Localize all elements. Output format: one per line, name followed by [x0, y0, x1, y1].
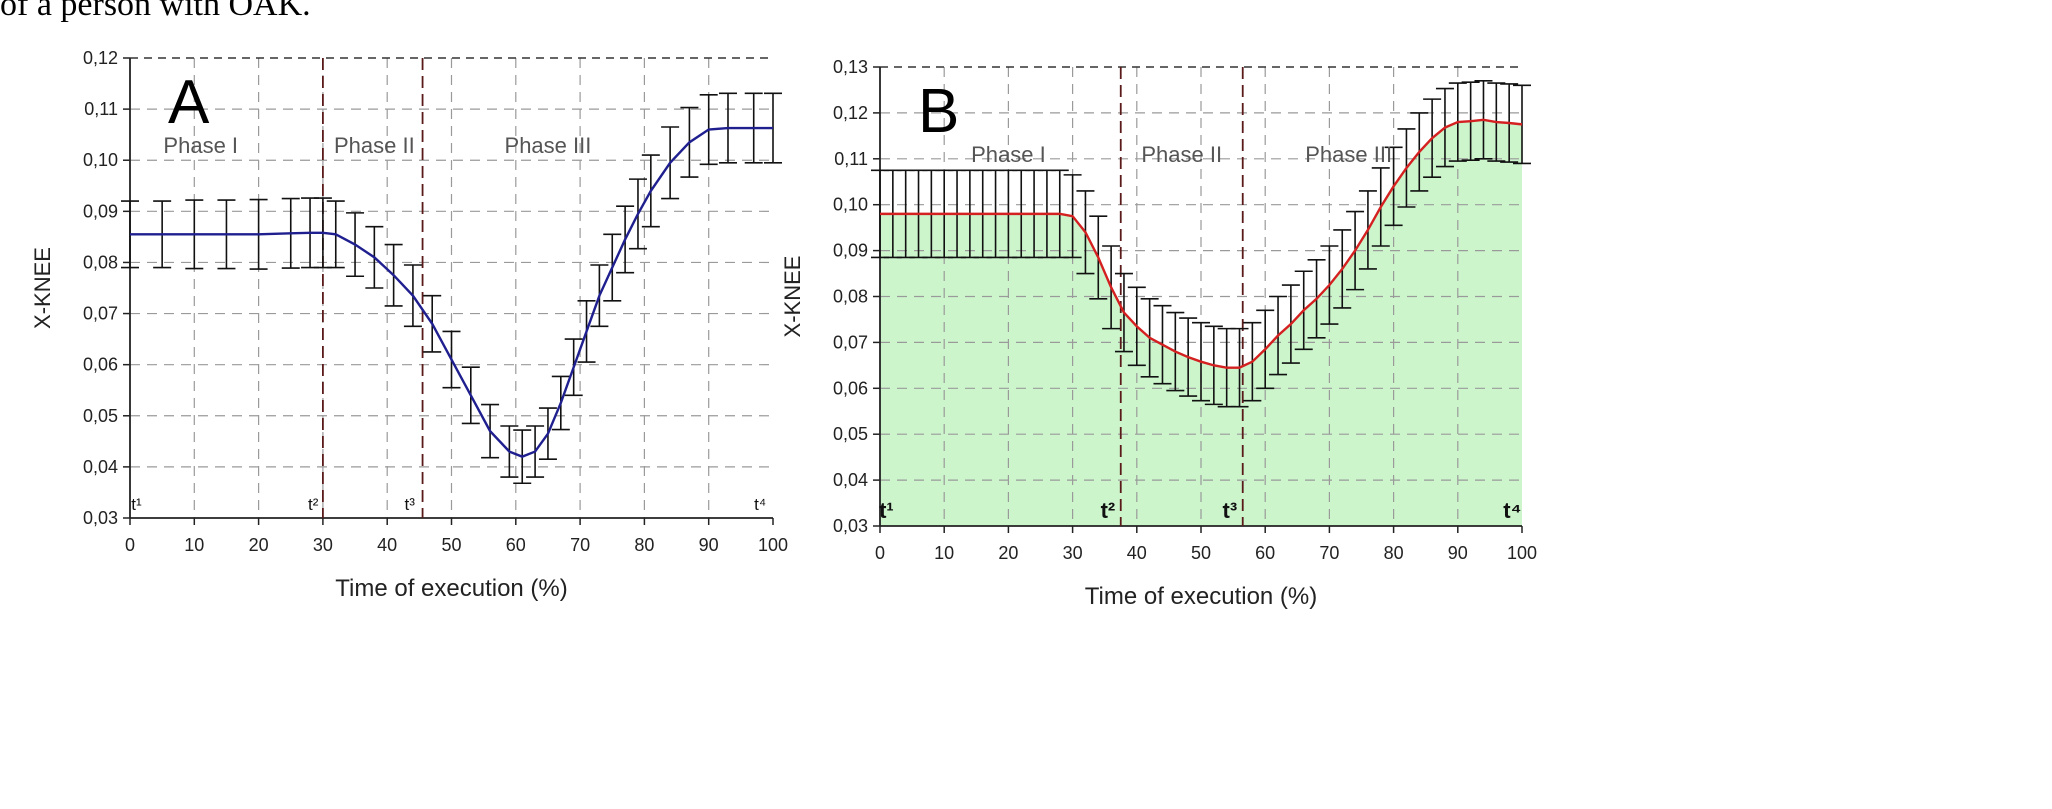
time-marker-label: t⁴ [754, 495, 766, 514]
y-axis-label: X-KNEE [780, 256, 805, 338]
panel-label: A [168, 68, 210, 137]
time-marker-label: t³ [405, 495, 416, 514]
x-tick-label: 100 [758, 535, 788, 555]
x-tick-label: 60 [506, 535, 526, 555]
panel-label: B [918, 77, 959, 146]
series-line [130, 126, 773, 458]
x-tick-label: 10 [934, 543, 954, 563]
x-tick-label: 20 [249, 535, 269, 555]
x-tick-label: 90 [1448, 543, 1468, 563]
y-tick-label: 0,06 [83, 355, 118, 375]
phase-label: Phase III [1305, 142, 1392, 167]
time-marker-label: t¹ [879, 498, 894, 523]
y-tick-label: 0,08 [83, 252, 118, 272]
phase-label: Phase I [163, 133, 238, 158]
x-tick-label: 50 [1191, 543, 1211, 563]
x-tick-label: 20 [998, 543, 1018, 563]
x-tick-label: 100 [1507, 543, 1537, 563]
y-tick-label: 0,03 [833, 516, 868, 536]
x-axis-label: Time of execution (%) [1085, 583, 1318, 610]
x-tick-label: 50 [441, 535, 461, 555]
x-tick-label: 10 [184, 535, 204, 555]
x-tick-label: 30 [313, 535, 333, 555]
phase-label: Phase II [1141, 142, 1222, 167]
y-tick-label: 0,05 [833, 424, 868, 444]
y-axis-label: X-KNEE [30, 247, 55, 329]
x-axis-label: Time of execution (%) [335, 575, 568, 602]
x-tick-label: 80 [1384, 543, 1404, 563]
y-tick-label: 0,03 [83, 508, 118, 528]
y-tick-label: 0,07 [833, 332, 868, 352]
time-marker-label: t³ [1223, 498, 1238, 523]
x-tick-label: 0 [875, 543, 885, 563]
area-fill [880, 119, 1522, 526]
y-tick-label: 0,11 [834, 149, 868, 169]
y-tick-label: 0,11 [84, 99, 118, 119]
x-tick-label: 80 [634, 535, 654, 555]
y-tick-label: 0,05 [83, 406, 118, 426]
time-marker-label: t² [1101, 498, 1116, 523]
x-tick-label: 30 [1063, 543, 1083, 563]
y-tick-label: 0,04 [833, 470, 868, 490]
y-tick-label: 0,10 [83, 150, 118, 170]
phase-label: Phase II [334, 133, 415, 158]
x-tick-label: 40 [377, 535, 397, 555]
y-tick-label: 0,04 [83, 457, 118, 477]
x-tick-label: 70 [570, 535, 590, 555]
x-tick-label: 90 [699, 535, 719, 555]
y-tick-label: 0,08 [833, 287, 868, 307]
y-tick-label: 0,06 [833, 378, 868, 398]
y-tick-label: 0,10 [833, 195, 868, 215]
time-marker-label: t¹ [131, 495, 142, 514]
time-marker-label: t² [308, 495, 319, 514]
x-tick-label: 0 [125, 535, 135, 555]
y-tick-label: 0,12 [833, 103, 868, 123]
x-tick-label: 70 [1319, 543, 1339, 563]
y-tick-label: 0,13 [833, 57, 868, 77]
x-tick-label: 40 [1127, 543, 1147, 563]
series-line [880, 118, 1523, 369]
phase-label: Phase III [505, 133, 592, 158]
y-tick-label: 0,09 [83, 201, 118, 221]
y-tick-label: 0,09 [833, 241, 868, 261]
time-marker-label: t⁴ [1503, 498, 1521, 523]
figure-caption: of a person with OAK. [0, 0, 311, 23]
y-tick-label: 0,12 [83, 48, 118, 68]
phase-label: Phase I [971, 142, 1046, 167]
x-tick-label: 60 [1255, 543, 1275, 563]
y-tick-label: 0,07 [83, 304, 118, 324]
